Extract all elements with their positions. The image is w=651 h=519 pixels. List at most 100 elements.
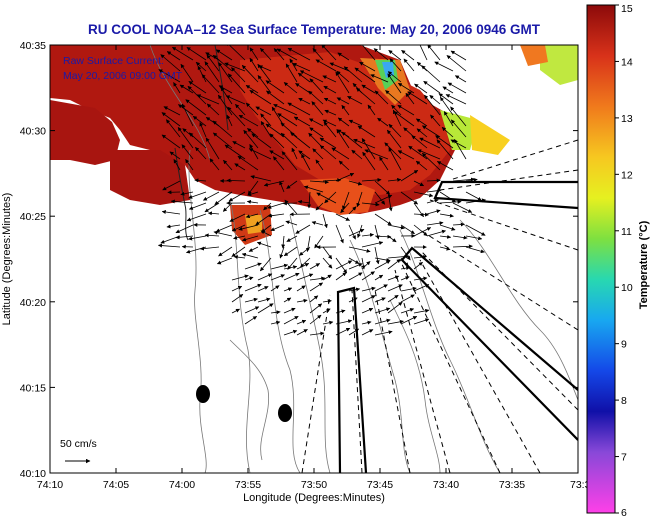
current-vector — [388, 147, 402, 171]
current-vector — [413, 224, 428, 237]
current-vector — [322, 320, 334, 325]
current-vector — [400, 308, 415, 314]
current-vector — [312, 48, 324, 61]
current-vector — [257, 75, 272, 94]
current-vector — [286, 235, 298, 242]
current-vector — [387, 177, 402, 182]
current-vector — [158, 69, 181, 83]
current-vector — [361, 45, 376, 61]
current-vector — [241, 235, 259, 242]
current-vector — [348, 297, 358, 303]
current-vector — [452, 235, 468, 240]
sst-northeast-orange — [520, 45, 548, 66]
colorbar-tick-label: 13 — [621, 113, 633, 125]
current-vector — [374, 194, 393, 204]
current-vector — [247, 191, 259, 197]
current-vector — [189, 132, 207, 149]
x-tick-label: 73:45 — [367, 479, 393, 491]
current-vector — [415, 160, 428, 171]
current-vector — [166, 224, 181, 229]
current-vector — [197, 65, 207, 83]
current-vector — [169, 151, 181, 160]
current-vector — [377, 117, 389, 127]
current-vector — [438, 93, 454, 105]
current-vector — [439, 213, 454, 218]
current-vector — [361, 84, 376, 94]
current-vector — [199, 122, 207, 138]
current-vector — [434, 61, 454, 72]
current-vector — [292, 63, 311, 72]
current-vector — [283, 246, 298, 257]
current-vector — [218, 85, 233, 94]
current-vector — [322, 299, 332, 304]
current-vector — [249, 57, 259, 72]
current-vector — [439, 234, 452, 239]
current-vector — [465, 191, 482, 201]
current-vector — [188, 202, 207, 210]
current-vector — [452, 222, 465, 227]
current-vector — [321, 45, 337, 61]
y-axis-label: Latitude (Degrees:Minutes) — [1, 193, 13, 326]
current-vector — [158, 243, 181, 248]
current-vector — [231, 285, 243, 292]
current-vector — [387, 235, 397, 243]
current-vector — [259, 257, 272, 272]
current-vector — [175, 235, 194, 240]
colorbar — [586, 4, 616, 514]
southeast-channel-polygon — [400, 246, 578, 441]
current-vector — [422, 152, 441, 171]
current-vector — [244, 276, 254, 281]
current-vector — [323, 121, 337, 138]
current-vector — [265, 80, 285, 94]
current-vector — [247, 128, 259, 138]
current-vector — [301, 153, 311, 171]
current-vector — [421, 65, 441, 83]
current-vector — [324, 191, 337, 204]
current-vector — [244, 315, 258, 325]
current-vector — [296, 319, 307, 325]
current-vector — [315, 59, 337, 72]
current-vector — [452, 244, 473, 249]
sst-orange-patch — [300, 178, 375, 215]
current-vector — [347, 95, 363, 105]
current-vector — [335, 172, 355, 182]
current-vector — [439, 246, 451, 251]
current-vector — [162, 180, 181, 191]
current-vector — [348, 272, 363, 281]
current-vector — [170, 199, 194, 204]
current-vector — [400, 294, 415, 303]
current-vector — [452, 177, 475, 182]
current-vector — [228, 191, 246, 202]
current-vector — [181, 103, 194, 127]
current-vector — [276, 48, 298, 61]
current-vector — [387, 73, 402, 94]
current-vector — [338, 160, 350, 171]
current-vector — [188, 235, 207, 241]
current-vector — [185, 158, 194, 171]
scale-arrow-label: 50 cm/s — [60, 438, 97, 450]
current-vector — [335, 260, 353, 270]
current-vector — [397, 104, 415, 116]
current-vector — [218, 246, 233, 257]
current-vector — [250, 175, 272, 182]
current-vector — [331, 147, 350, 160]
current-vector — [283, 297, 292, 303]
sst-yellow-spot — [245, 215, 262, 234]
dashed-lines — [301, 139, 578, 473]
current-vector — [374, 330, 393, 336]
current-vector — [269, 150, 285, 160]
current-vector — [194, 178, 207, 183]
current-vector — [400, 224, 415, 235]
current-vector — [361, 241, 384, 248]
boundary-polygons — [336, 180, 578, 473]
current-vector — [175, 224, 194, 234]
current-vector — [335, 224, 344, 244]
current-vector — [348, 206, 357, 215]
current-vector — [202, 191, 220, 201]
current-vector — [279, 180, 285, 193]
current-vector — [255, 106, 272, 116]
current-vector — [227, 73, 246, 94]
x-axis-ticks: 74:10 74:05 74:00 73:55 73:50 73:45 73:40 73:35… — [37, 45, 596, 491]
current-vector — [324, 109, 337, 116]
current-vector — [374, 284, 388, 292]
